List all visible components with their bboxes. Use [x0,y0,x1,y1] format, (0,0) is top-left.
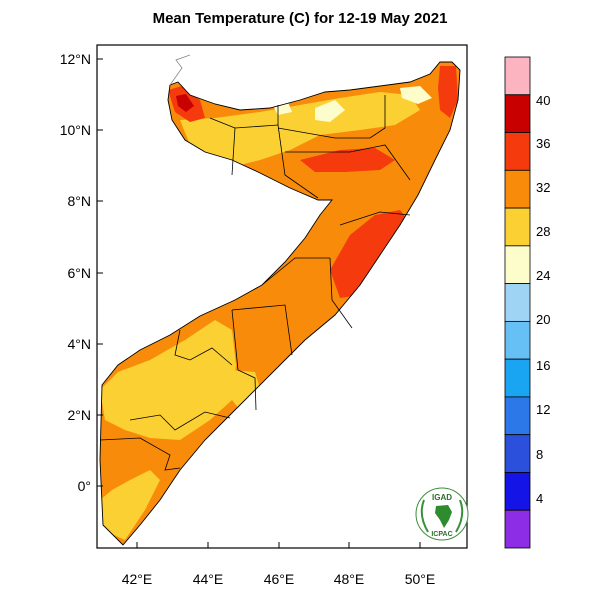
lon-label: 44°E [193,571,224,587]
colorbar-bin [504,283,531,322]
map-title: Mean Temperature (C) for 12-19 May 2021 [152,10,448,27]
colorbar-bin [504,358,531,398]
colorbar-label: 24 [536,268,550,283]
colorbar-bin [504,94,531,133]
colorbar-bin [504,396,531,436]
axis-ticks [97,58,421,548]
lon-label: 48°E [334,571,365,587]
colorbar-label: 4 [536,491,543,506]
lat-label: 8°N [68,193,92,209]
lat-label: 12°N [60,51,91,67]
lon-label: 46°E [264,571,295,587]
hot-patch-west-tip [176,94,194,112]
cool-patch-south-coast [100,470,160,540]
colorbar-label: 36 [536,136,550,151]
colorbar-bin [504,472,531,511]
lat-labels: 12°N 10°N 8°N 6°N 4°N 2°N 0° [60,51,91,494]
lon-label: 42°E [122,571,153,587]
colorbar-bin [504,169,531,209]
warm-patch-east-tip [438,66,458,118]
laurel-right-icon [455,499,464,533]
colorbar-label: 20 [536,312,550,327]
logo-top-text: IGAD [432,493,452,502]
lat-label: 0° [78,478,91,494]
colorbar-bin [504,207,531,247]
colorbar-label: 8 [536,447,543,462]
cool-patch-southwest [100,320,236,440]
colorbar-bin [504,320,531,360]
colorbar-labels: 40 36 32 28 24 20 16 12 8 4 [536,93,550,506]
colorbar-label: 12 [536,402,550,417]
lat-label: 2°N [68,407,92,423]
coolest-patch-north-2 [400,86,432,104]
colorbar-bin [504,56,531,96]
border-stub-northwest [169,54,191,86]
laurel-left-icon [420,499,429,533]
warm-patch-central [330,210,412,298]
coolest-patch-north [315,100,345,122]
colorbar-label: 28 [536,224,550,239]
cool-patch-north [180,92,420,165]
colorbar-label: 32 [536,180,550,195]
colorbar [504,56,531,549]
colorbar-bin [504,245,531,285]
lat-label: 6°N [68,265,92,281]
colorbar-bin [504,509,531,549]
logo-bottom-text: ICPAC [431,531,452,538]
colorbar-label: 40 [536,93,550,108]
africa-map-icon [435,505,452,528]
colorbar-label: 16 [536,358,550,373]
icpac-logo: IGAD ICPAC [415,487,469,541]
lat-label: 4°N [68,336,92,352]
colorbar-bin [504,132,531,171]
lon-label: 50°E [405,571,436,587]
warm-patch-northeast [300,148,395,172]
colorbar-bin [504,434,531,473]
lat-label: 10°N [60,122,91,138]
country-outline [99,61,461,546]
lon-labels: 42°E 44°E 46°E 48°E 50°E [122,571,436,587]
admin-boundaries [99,95,411,471]
